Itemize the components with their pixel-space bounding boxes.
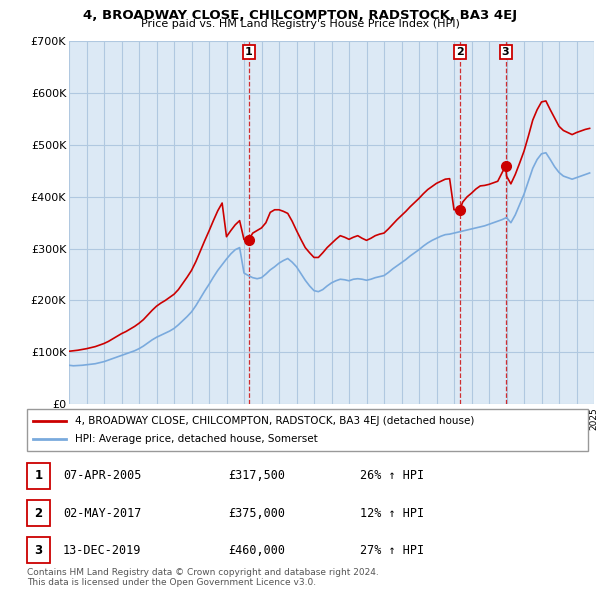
Text: 3: 3 [502,47,509,57]
Text: 07-APR-2005: 07-APR-2005 [63,469,142,483]
Text: 26% ↑ HPI: 26% ↑ HPI [360,469,424,483]
Text: 12% ↑ HPI: 12% ↑ HPI [360,506,424,520]
Text: 4, BROADWAY CLOSE, CHILCOMPTON, RADSTOCK, BA3 4EJ (detached house): 4, BROADWAY CLOSE, CHILCOMPTON, RADSTOCK… [74,416,474,426]
Text: £375,000: £375,000 [228,506,285,520]
Text: 1: 1 [245,47,253,57]
Text: 2: 2 [34,506,43,520]
Text: £317,500: £317,500 [228,469,285,483]
Text: 2: 2 [456,47,464,57]
FancyBboxPatch shape [27,409,588,451]
Text: Price paid vs. HM Land Registry's House Price Index (HPI): Price paid vs. HM Land Registry's House … [140,19,460,29]
Text: 1: 1 [34,469,43,483]
Text: 27% ↑ HPI: 27% ↑ HPI [360,543,424,557]
Text: 4, BROADWAY CLOSE, CHILCOMPTON, RADSTOCK, BA3 4EJ: 4, BROADWAY CLOSE, CHILCOMPTON, RADSTOCK… [83,9,517,22]
Text: Contains HM Land Registry data © Crown copyright and database right 2024.
This d: Contains HM Land Registry data © Crown c… [27,568,379,587]
Text: £460,000: £460,000 [228,543,285,557]
Text: 13-DEC-2019: 13-DEC-2019 [63,543,142,557]
Text: 3: 3 [34,543,43,557]
Text: 02-MAY-2017: 02-MAY-2017 [63,506,142,520]
Text: HPI: Average price, detached house, Somerset: HPI: Average price, detached house, Some… [74,434,317,444]
